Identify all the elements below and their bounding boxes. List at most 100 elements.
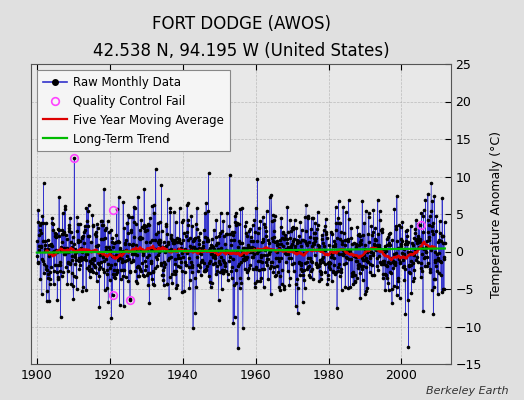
Point <box>373 255 381 261</box>
Point <box>89 212 97 218</box>
Point <box>132 221 140 227</box>
Point <box>261 247 269 254</box>
Point <box>36 276 45 282</box>
Point <box>325 264 333 270</box>
Point <box>405 269 413 275</box>
Point <box>79 284 88 290</box>
Point <box>57 247 66 254</box>
Point <box>46 276 54 282</box>
Point <box>193 205 201 212</box>
Point <box>339 252 347 258</box>
Point <box>322 216 330 223</box>
Point <box>295 233 303 239</box>
Point <box>248 254 256 260</box>
Point <box>115 302 124 308</box>
Point <box>123 220 131 226</box>
Point <box>66 261 74 267</box>
Point <box>234 262 242 269</box>
Point <box>226 231 234 238</box>
Point <box>258 238 267 244</box>
Point <box>216 269 225 275</box>
Point <box>47 241 56 248</box>
Point <box>367 223 376 230</box>
Point <box>69 234 77 241</box>
Point <box>300 250 309 256</box>
Point <box>40 270 48 276</box>
Point <box>128 214 136 220</box>
Point <box>266 259 275 265</box>
Point <box>243 254 252 261</box>
Point <box>68 257 76 263</box>
Point <box>242 219 250 225</box>
Point <box>428 287 436 294</box>
Point <box>204 237 212 243</box>
Point <box>366 269 374 275</box>
Point <box>390 260 399 266</box>
Point <box>161 243 170 250</box>
Point <box>61 206 69 213</box>
Point <box>124 278 133 284</box>
Point <box>282 259 290 265</box>
Point <box>182 229 191 235</box>
Point <box>248 222 257 229</box>
Point <box>189 238 197 244</box>
Point <box>56 261 64 268</box>
Point <box>85 233 93 240</box>
Point <box>282 251 290 257</box>
Point <box>299 266 308 273</box>
Point <box>206 244 214 251</box>
Point <box>268 235 276 241</box>
Point <box>233 220 241 226</box>
Point <box>330 238 339 244</box>
Point <box>417 260 425 266</box>
Point <box>387 270 395 276</box>
Point <box>178 250 186 256</box>
Point <box>365 214 373 220</box>
Point <box>410 275 419 281</box>
Point <box>267 291 275 297</box>
Point <box>149 202 158 208</box>
Point <box>89 222 97 228</box>
Point <box>399 252 407 258</box>
Point <box>346 256 355 262</box>
Point <box>267 192 276 199</box>
Point <box>434 255 442 261</box>
Point <box>57 244 65 250</box>
Point <box>315 260 324 267</box>
Point <box>224 270 232 277</box>
Point <box>278 281 286 288</box>
Point <box>389 265 397 272</box>
Point <box>101 225 110 232</box>
Point <box>339 204 347 210</box>
Point <box>297 266 305 273</box>
Point <box>387 255 396 262</box>
Point <box>260 224 269 231</box>
Point <box>422 248 431 255</box>
Point <box>398 250 406 256</box>
Point <box>173 252 182 258</box>
Point <box>86 258 94 264</box>
Point <box>119 199 127 205</box>
Point <box>144 282 152 288</box>
Point <box>110 266 118 273</box>
Point <box>398 264 407 270</box>
Point <box>300 277 308 283</box>
Point <box>260 221 269 228</box>
Point <box>106 249 114 255</box>
Point <box>154 228 162 235</box>
Point <box>301 228 310 234</box>
Point <box>225 249 233 256</box>
Point <box>114 238 122 244</box>
Point <box>232 280 241 286</box>
Point <box>284 244 292 250</box>
Point <box>102 256 111 262</box>
Point <box>38 290 46 297</box>
Point <box>44 271 52 277</box>
Point <box>395 254 403 261</box>
Point <box>93 243 102 250</box>
Point <box>253 278 261 284</box>
Point <box>221 263 229 269</box>
Point <box>407 223 415 229</box>
Point <box>258 259 267 265</box>
Point <box>50 281 58 287</box>
